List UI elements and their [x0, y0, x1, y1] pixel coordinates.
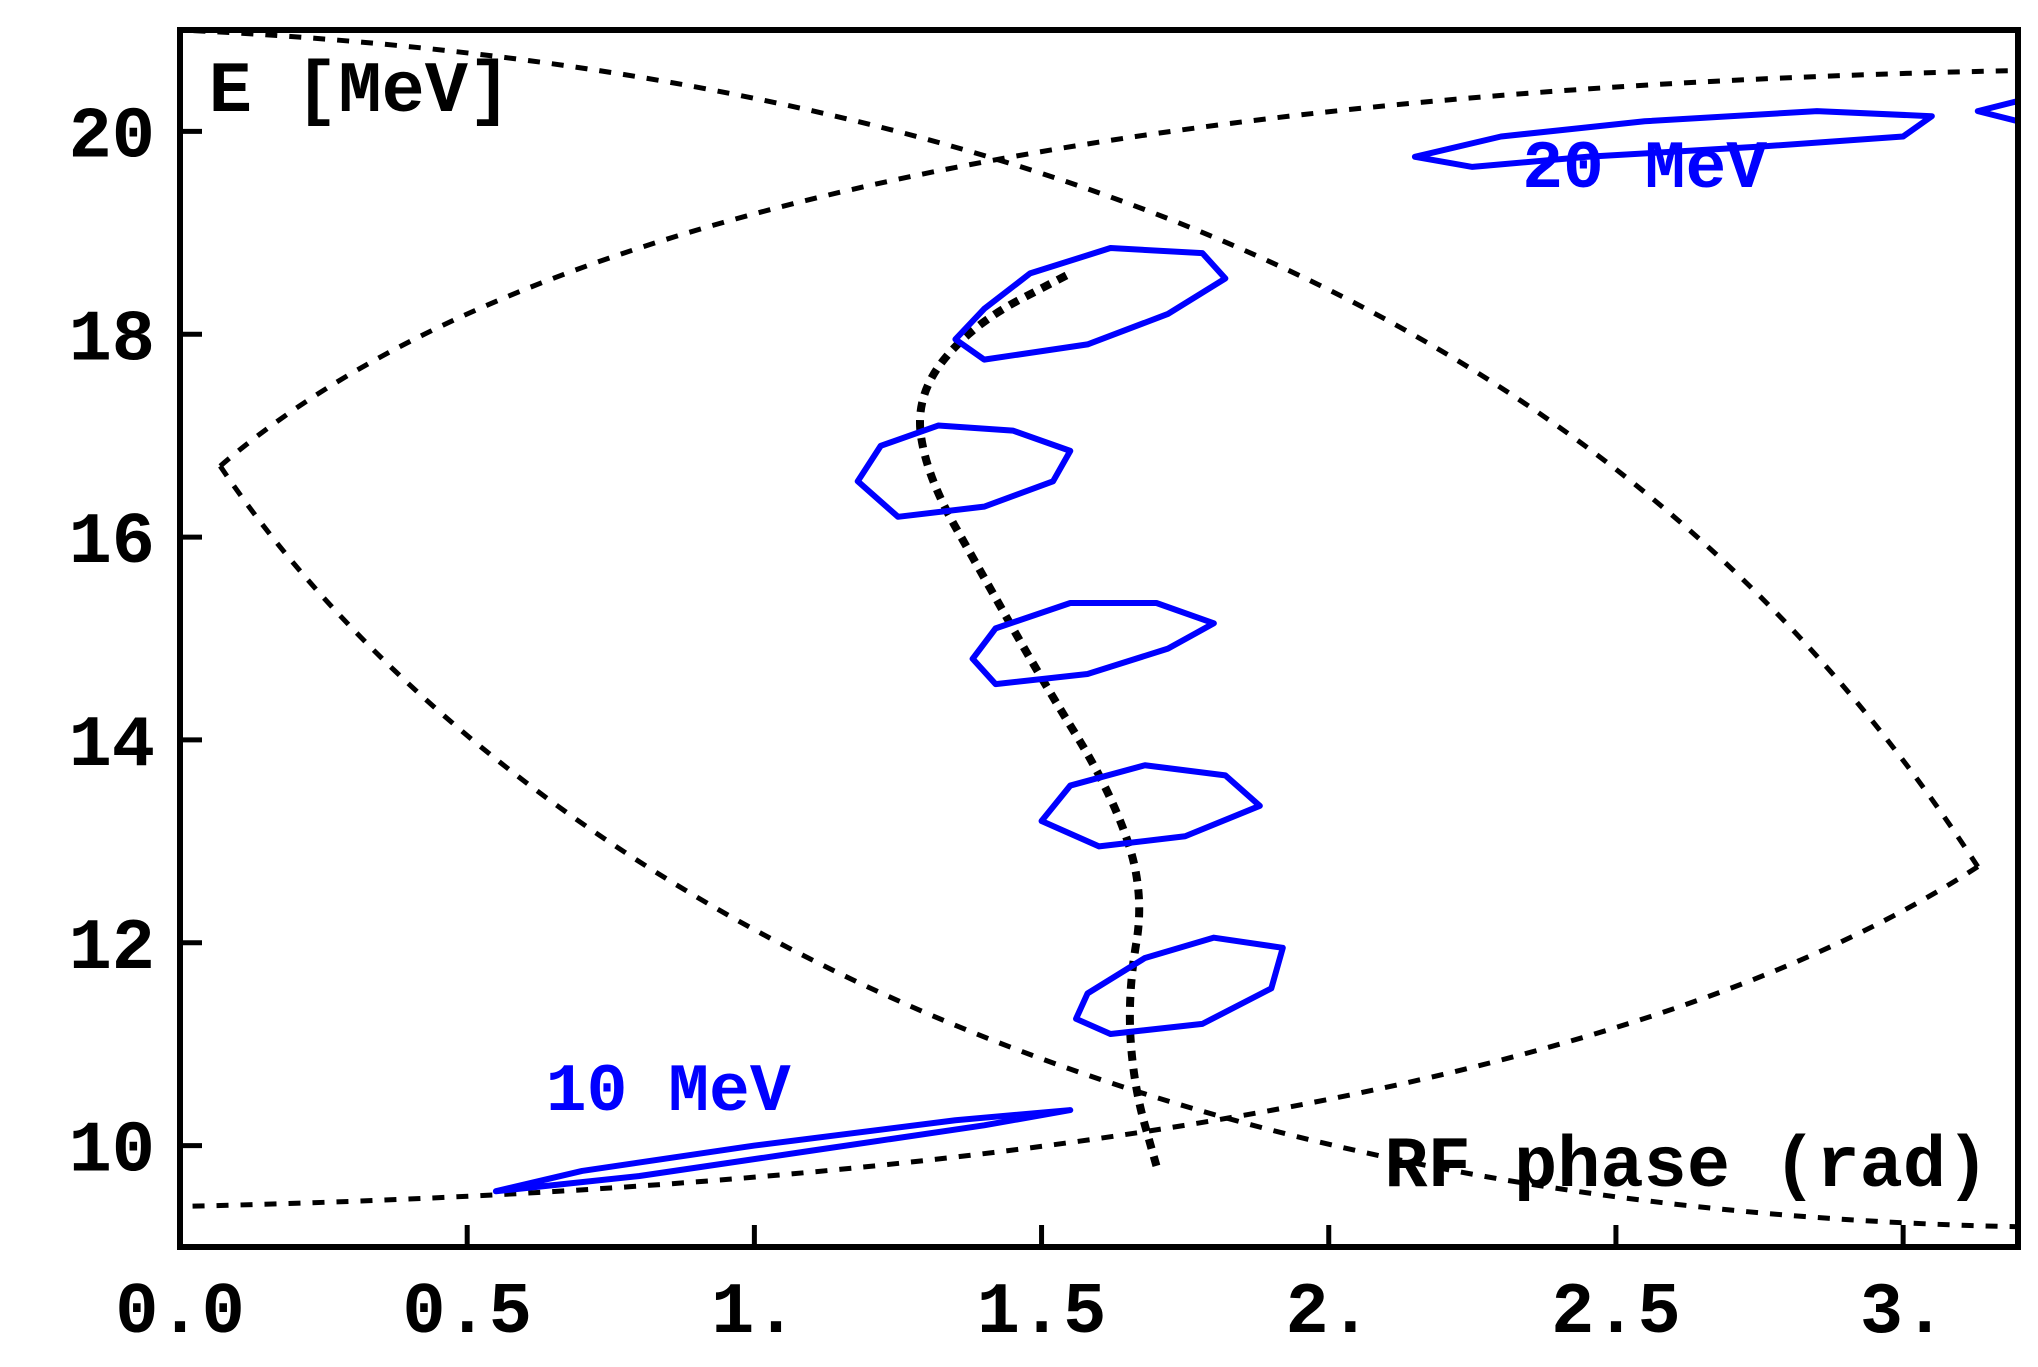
ytick-label: 14 [69, 705, 155, 787]
ytick-label: 12 [69, 908, 155, 990]
ytick-label: 10 [69, 1111, 155, 1193]
xtick-label: 2. [1286, 1272, 1372, 1354]
ytick-label: 18 [69, 299, 155, 381]
annotation-label: E [MeV] [209, 51, 511, 133]
xtick-label: 2.5 [1551, 1272, 1681, 1354]
xtick-label: 0.0 [115, 1272, 245, 1354]
xtick-label: 1. [711, 1272, 797, 1354]
annotation-label: RF phase (rad) [1384, 1126, 1989, 1208]
annotation-label: 10 MeV [546, 1054, 791, 1131]
xtick-label: 1.5 [977, 1272, 1107, 1354]
xtick-label: 0.5 [402, 1272, 532, 1354]
xtick-label: 3. [1860, 1272, 1946, 1354]
ytick-label: 16 [69, 502, 155, 584]
phase-space-chart: 0.0 0.5 1. 1.5 2. 2.5 3. 10 12 14 16 18 20 E [MeV] RF … [0, 0, 2038, 1367]
ytick-label: 20 [69, 96, 155, 178]
annotation-label: 20 MeV [1522, 131, 1767, 208]
